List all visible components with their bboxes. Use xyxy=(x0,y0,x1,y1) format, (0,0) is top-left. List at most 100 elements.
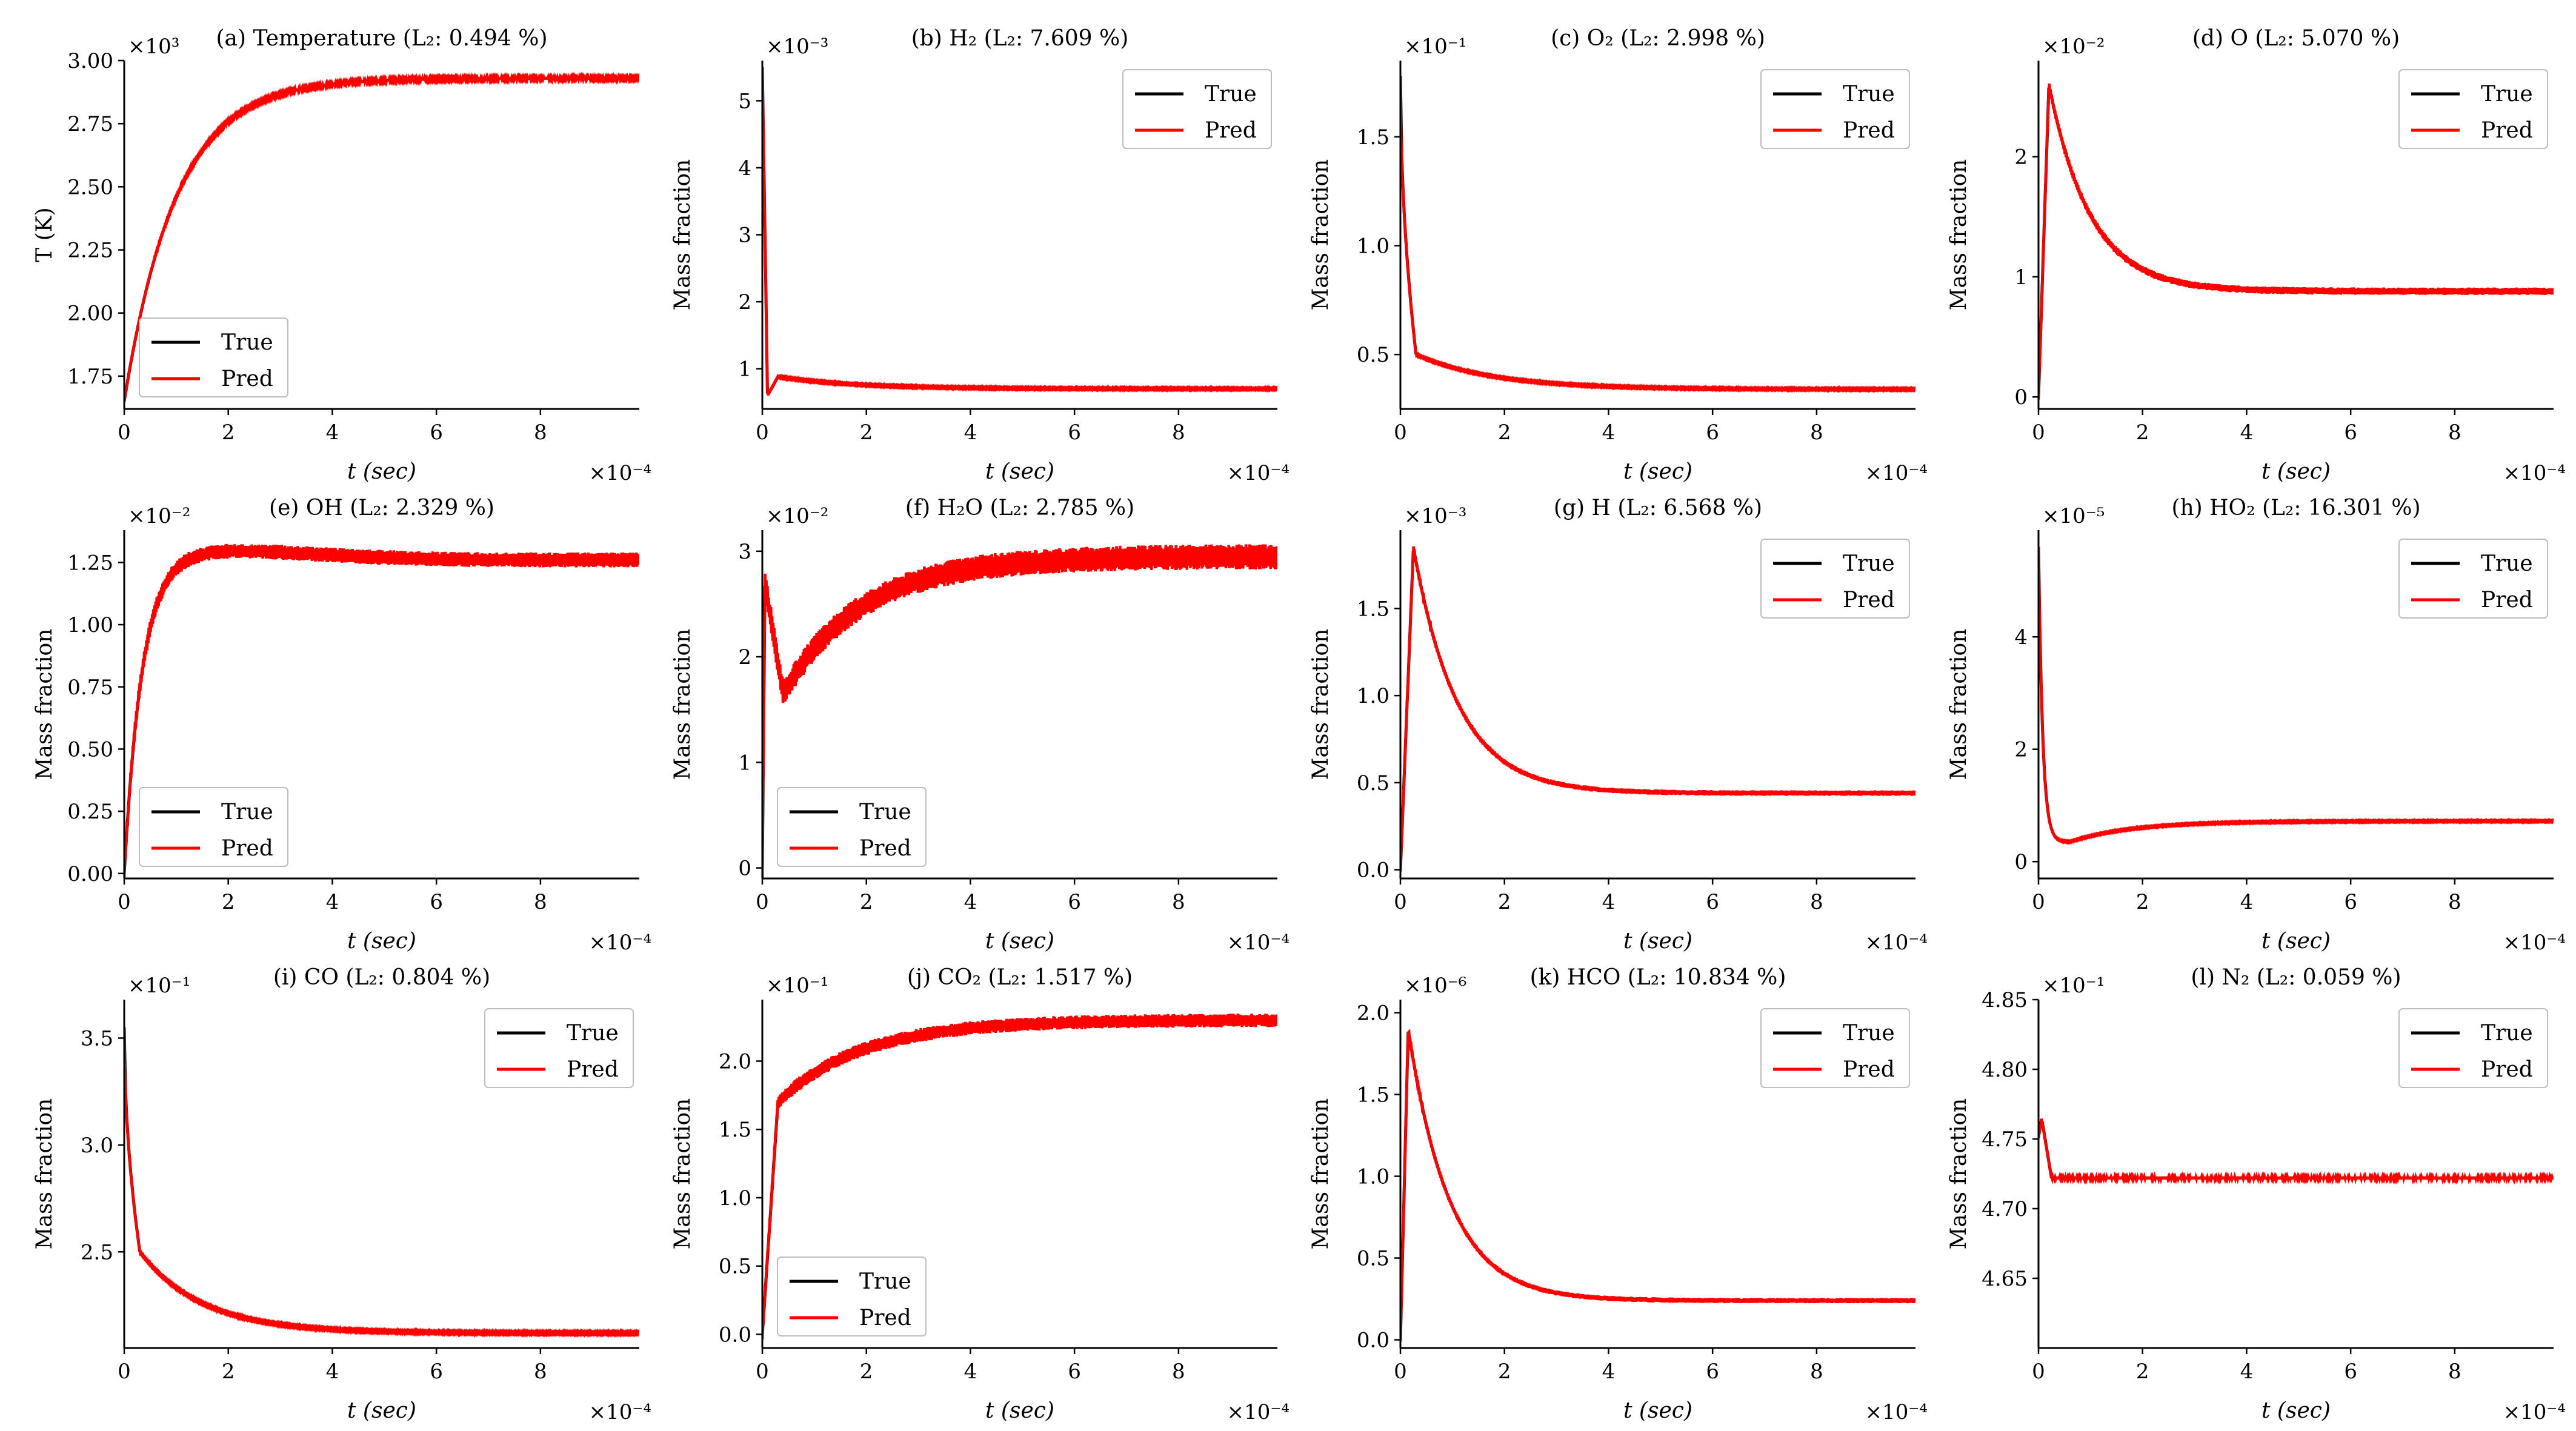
x-tick-label: 2 xyxy=(222,1360,235,1384)
x-tick-label: 6 xyxy=(1706,890,1719,914)
y-tick-label: 1.0 xyxy=(719,1186,751,1210)
y-axis-label: Mass fraction xyxy=(32,629,57,780)
x-tick-label: 6 xyxy=(430,890,443,914)
x-tick-label: 4 xyxy=(2240,420,2254,445)
subplot-title: (l) N₂ (L₂: 0.059 %) xyxy=(2191,965,2401,990)
x-axis-label: t (sec) xyxy=(347,459,416,484)
x-tick-label: 0 xyxy=(1394,420,1407,445)
legend-pred-label: Pred xyxy=(859,836,911,861)
subplot-h: (h) HO₂ (L₂: 16.301 %) ×10⁻⁵ ×10⁻⁴ t (sec) M… xyxy=(1946,496,2566,955)
y-tick-label: 0.50 xyxy=(67,737,113,762)
legend-true-label: True xyxy=(221,330,273,355)
x-tick-label: 6 xyxy=(1068,1360,1081,1384)
y-tick-label: 1.5 xyxy=(719,1118,751,1142)
x-tick-label: 2 xyxy=(222,890,235,914)
x-exponent: ×10⁻⁴ xyxy=(589,1400,651,1424)
y-tick-label: 0.0 xyxy=(719,1323,751,1347)
x-tick-label: 0 xyxy=(2032,890,2045,914)
legend-true-label: True xyxy=(859,800,911,825)
y-tick-label: 2 xyxy=(738,645,751,669)
x-axis-label: t (sec) xyxy=(985,1398,1054,1423)
x-tick-label: 8 xyxy=(1172,1360,1185,1384)
legend: True Pred xyxy=(1760,1008,1910,1088)
y-exponent: ×10⁻¹ xyxy=(128,974,190,998)
y-tick-label: 2.25 xyxy=(67,239,113,263)
x-tick-label: 4 xyxy=(2240,890,2254,914)
y-tick-label: 0.5 xyxy=(1357,343,1390,367)
subplot-title: (e) OH (L₂: 2.329 %) xyxy=(269,496,494,520)
y-tick-label: 4.70 xyxy=(1982,1197,2028,1221)
x-tick-label: 4 xyxy=(1602,1360,1616,1384)
y-tick-label: 4.80 xyxy=(1982,1058,2028,1082)
y-axis-label: Mass fraction xyxy=(1946,1098,1971,1250)
legend: True Pred xyxy=(1122,69,1272,149)
x-tick-label: 6 xyxy=(430,1360,443,1384)
y-tick-label: 0.25 xyxy=(67,800,113,824)
series-pred-line xyxy=(762,67,1277,396)
legend-true-label: True xyxy=(221,800,273,825)
y-exponent: ×10⁻² xyxy=(766,504,828,528)
y-tick-label: 1 xyxy=(2014,265,2028,290)
y-tick-label: 3.5 xyxy=(81,1026,113,1051)
x-tick-label: 8 xyxy=(534,420,547,445)
y-tick-label: 1.5 xyxy=(1357,597,1390,621)
legend-true-label: True xyxy=(1843,551,1895,576)
y-exponent: ×10⁻⁶ xyxy=(1404,974,1466,998)
legend-true-label: True xyxy=(1205,82,1257,107)
y-tick-label: 4.65 xyxy=(1982,1267,2028,1291)
x-exponent: ×10⁻⁴ xyxy=(1227,931,1290,955)
legend: True Pred xyxy=(2398,1008,2548,1088)
x-tick-label: 0 xyxy=(2032,1360,2045,1384)
y-tick-label: 1 xyxy=(738,357,751,382)
y-tick-label: 1.0 xyxy=(1357,684,1390,708)
series-pred-line xyxy=(1400,76,1915,394)
y-tick-label: 2.5 xyxy=(81,1240,113,1264)
x-tick-label: 8 xyxy=(1810,420,1823,445)
y-tick-label: 2.0 xyxy=(1357,1001,1390,1026)
series-pred-line xyxy=(124,1028,639,1338)
x-tick-label: 0 xyxy=(1394,890,1407,914)
x-exponent: ×10⁻⁴ xyxy=(589,461,651,485)
y-axis-label: Mass fraction xyxy=(1308,629,1333,780)
subplot-title: (d) O (L₂: 5.070 %) xyxy=(2192,26,2400,51)
y-tick-label: 0 xyxy=(2014,850,2028,874)
y-tick-label: 0.5 xyxy=(1357,1247,1390,1271)
y-axis-label: Mass fraction xyxy=(670,629,695,780)
subplot-e: (e) OH (L₂: 2.329 %) ×10⁻² ×10⁻⁴ t (sec) Mas… xyxy=(32,496,651,955)
x-tick-label: 2 xyxy=(1498,420,1511,445)
x-exponent: ×10⁻⁴ xyxy=(2503,931,2566,955)
y-tick-label: 2.00 xyxy=(67,302,113,326)
x-tick-label: 8 xyxy=(534,890,547,914)
series-pred-line xyxy=(2039,83,2554,400)
y-exponent: ×10⁻² xyxy=(2042,35,2105,59)
y-tick-label: 1.25 xyxy=(67,551,113,575)
legend-true-label: True xyxy=(859,1269,911,1294)
x-tick-label: 2 xyxy=(1498,1360,1511,1384)
subplot-a: (a) Temperature (L₂: 0.494 %) ×10³ ×10⁻⁴ t … xyxy=(32,26,651,485)
x-exponent: ×10⁻⁴ xyxy=(1865,931,1928,955)
x-axis-label: t (sec) xyxy=(347,1398,416,1423)
legend-pred-label: Pred xyxy=(2481,118,2533,143)
x-tick-label: 0 xyxy=(756,420,769,445)
y-tick-label: 3.00 xyxy=(67,49,113,73)
y-tick-label: 0.5 xyxy=(1357,771,1390,795)
series-pred-line xyxy=(124,71,639,403)
subplot-b: (b) H₂ (L₂: 7.609 %) ×10⁻³ ×10⁻⁴ t (sec) Mas… xyxy=(670,26,1290,485)
series-pred-line xyxy=(762,544,1277,878)
y-tick-label: 2 xyxy=(2014,738,2028,762)
legend-pred-label: Pred xyxy=(859,1306,911,1330)
y-tick-label: 1.0 xyxy=(1357,1165,1390,1189)
x-axis-label: t (sec) xyxy=(1623,459,1692,484)
subplot-k: (k) HCO (L₂: 10.834 %) ×10⁻⁶ ×10⁻⁴ t (sec) M… xyxy=(1308,965,1928,1424)
x-tick-label: 6 xyxy=(430,420,443,445)
y-exponent: ×10⁻³ xyxy=(1404,504,1466,528)
legend-pred-label: Pred xyxy=(1843,588,1895,613)
x-exponent: ×10⁻⁴ xyxy=(1227,1400,1290,1424)
y-tick-label: 4 xyxy=(2014,625,2028,649)
y-tick-label: 0.0 xyxy=(1357,858,1390,883)
x-exponent: ×10⁻⁴ xyxy=(2503,1400,2566,1424)
y-tick-label: 3.0 xyxy=(81,1134,113,1158)
x-tick-label: 8 xyxy=(2448,420,2461,445)
y-tick-label: 0 xyxy=(738,857,751,881)
